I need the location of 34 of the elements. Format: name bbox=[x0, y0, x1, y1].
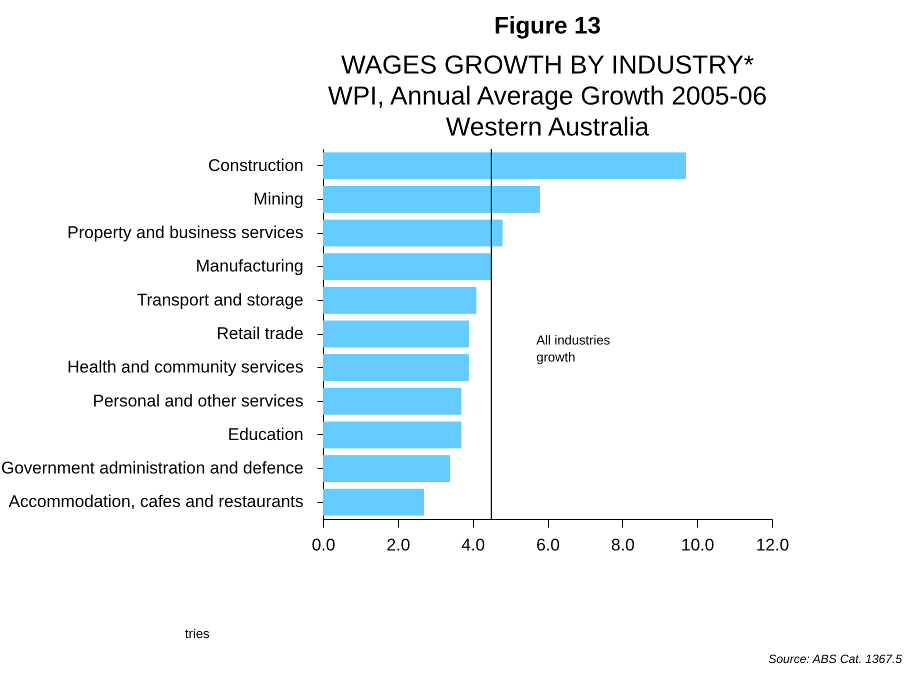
bar bbox=[323, 253, 492, 280]
bar bbox=[323, 186, 540, 213]
y-tick-label: Manufacturing bbox=[196, 256, 304, 276]
x-tick-label: 8.0 bbox=[611, 536, 635, 554]
y-tick-label: Mining bbox=[253, 189, 304, 208]
x-tick-label: 10.0 bbox=[681, 536, 714, 554]
x-tick-label: 12.0 bbox=[756, 536, 790, 554]
bar bbox=[323, 421, 462, 448]
bar bbox=[323, 152, 686, 180]
y-tick-label: Health and community services bbox=[67, 358, 304, 377]
bar bbox=[323, 455, 450, 482]
x-tick-label: 6.0 bbox=[536, 536, 560, 554]
bar bbox=[323, 354, 469, 382]
y-tick-label: Property and business services bbox=[67, 223, 304, 242]
y-tick-label: Retail trade bbox=[216, 324, 304, 343]
chart-subtitle: WAGES GROWTH BY INDUSTRY* WPI, Annual Average Growth 2005-06 Western Australia bbox=[328, 49, 767, 142]
bar bbox=[323, 220, 503, 247]
bar bbox=[323, 488, 424, 516]
y-tick-label: Transport and storage bbox=[136, 290, 304, 310]
x-tick-label: 2.0 bbox=[386, 536, 410, 554]
bar bbox=[323, 320, 469, 348]
y-tick-label: Education bbox=[228, 424, 304, 444]
y-tick-label: Accommodation, cafes and restaurants bbox=[8, 492, 304, 512]
y-tick-label: Personal and other services bbox=[92, 391, 304, 410]
x-tick-label: 0.0 bbox=[312, 536, 336, 554]
y-tick-label: Government administration and defence bbox=[1, 458, 304, 478]
bar bbox=[323, 286, 476, 314]
x-tick-label: 4.0 bbox=[461, 536, 485, 554]
ref-line-label: All industries growth bbox=[536, 332, 611, 365]
text: tries bbox=[185, 626, 210, 641]
y-tick-label: Construction bbox=[208, 156, 304, 175]
bar bbox=[323, 388, 462, 415]
chart-title: Figure 13 bbox=[494, 12, 601, 40]
source-note: Source: ABS Cat. 1367.5 bbox=[768, 652, 902, 666]
